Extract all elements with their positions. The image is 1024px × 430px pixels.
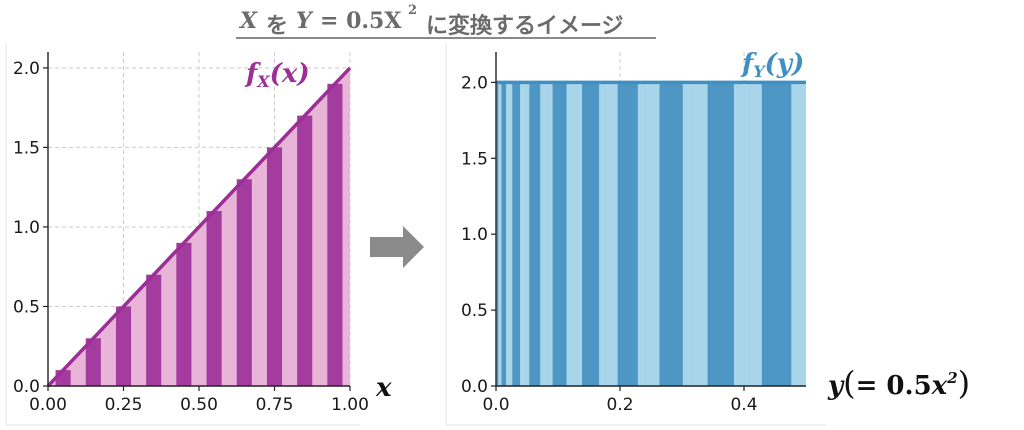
left-bar-5 xyxy=(206,211,222,386)
left-ytick-label: 1.5 xyxy=(13,138,40,158)
left-xtick-label: 0.25 xyxy=(105,395,143,415)
right-xtick-label: 0.0 xyxy=(482,395,509,415)
left-ytick-label: 0.5 xyxy=(13,297,40,317)
left-ytick-label: 2.0 xyxy=(13,59,40,79)
right-bin-dark-0 xyxy=(496,82,499,386)
figure-title: X を Y = 0.5X 2 に変換するイメージ xyxy=(236,3,656,39)
right-xtick-label: 0.2 xyxy=(606,395,633,415)
right-bin-dark-8 xyxy=(707,82,734,386)
title-rest: に変換するイメージ xyxy=(426,14,624,39)
title-underline xyxy=(236,37,656,39)
left-bar-1 xyxy=(85,338,101,386)
right-bin-dark-5 xyxy=(582,82,600,386)
left-density-line xyxy=(46,66,352,388)
right-panel: 0.0 0.5 1.0 1.5 2.0 0.0 0.2 0.4 fY(y) y(= 0.5x2) xyxy=(445,42,970,426)
left-panel: 0.0 0.5 1.0 1.5 2.0 0.00 0.25 0.50 0.75 1.00 fX(x)… xyxy=(5,42,392,426)
title-particle: を xyxy=(266,14,289,39)
right-ytick-label: 1.0 xyxy=(461,225,488,245)
left-xtick-label: 0.50 xyxy=(180,395,218,415)
title-y-var: Y xyxy=(296,8,312,34)
left-curve-label: fX(x) xyxy=(244,59,310,91)
left-bar-8 xyxy=(297,115,313,386)
left-bar-4 xyxy=(176,242,192,386)
right-bin-dark-2 xyxy=(512,82,521,386)
title-x-var: X xyxy=(240,8,258,34)
title-power: 2 xyxy=(408,3,418,18)
left-ytick-label: 1.0 xyxy=(13,218,40,238)
title-equation: = 0.5X xyxy=(320,8,402,34)
left-bar-2 xyxy=(115,306,132,386)
right-ytick-label: 0.0 xyxy=(461,377,488,397)
left-bar-6 xyxy=(236,179,252,386)
right-bin-dark-1 xyxy=(501,82,507,386)
left-bar-9 xyxy=(327,83,343,387)
right-bin-dark-4 xyxy=(552,82,567,386)
right-bin-dark-6 xyxy=(617,82,638,386)
transform-arrow xyxy=(370,226,424,268)
right-xtick-label: 0.4 xyxy=(730,395,757,415)
left-bar-7 xyxy=(266,147,283,386)
right-curve-label: fY(y) xyxy=(740,49,804,81)
right-bin-dark-7 xyxy=(659,82,683,386)
right-ytick-label: 0.5 xyxy=(461,301,488,321)
right-ytick-label: 2.0 xyxy=(461,73,488,93)
left-xtick-label: 0.00 xyxy=(29,395,67,415)
right-x-axis-label: y(= 0.5x2) xyxy=(827,364,970,402)
right-ytick-label: 1.5 xyxy=(461,149,488,169)
left-x-axis-label: x xyxy=(375,373,392,403)
right-bin-dark-3 xyxy=(529,82,541,386)
left-bar-3 xyxy=(146,274,162,386)
left-ytick-label: 0.0 xyxy=(13,377,40,397)
left-xtick-label: 1.00 xyxy=(331,395,369,415)
left-xtick-label: 0.75 xyxy=(256,395,294,415)
right-bin-dark-9 xyxy=(761,82,792,386)
